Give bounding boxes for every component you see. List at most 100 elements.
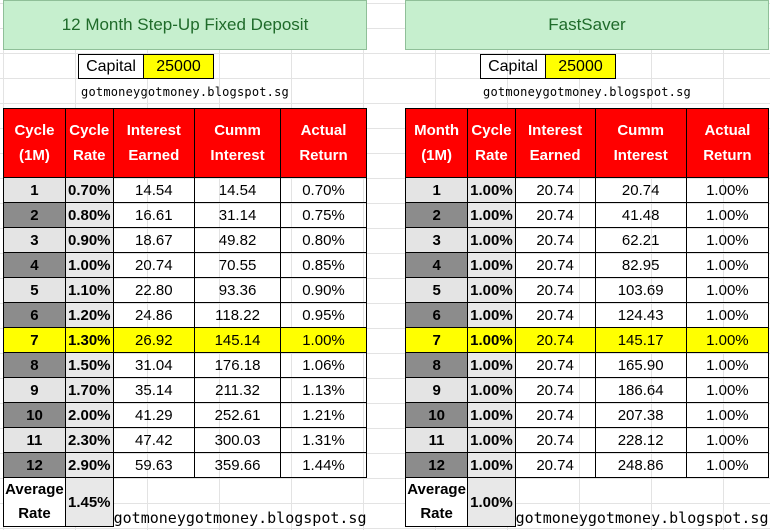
actual-return-cell[interactable]: 1.13% — [280, 377, 367, 403]
actual-return-cell[interactable]: 1.00% — [685, 402, 770, 428]
rate-cell[interactable]: 0.70% — [64, 177, 114, 203]
actual-return-cell[interactable]: 1.00% — [280, 327, 367, 353]
cycle-cell[interactable]: 8 — [404, 352, 469, 378]
cumm-interest-cell[interactable]: 41.48 — [594, 202, 687, 228]
actual-return-cell[interactable]: 1.06% — [280, 352, 367, 378]
rate-cell[interactable]: 1.00% — [467, 252, 516, 278]
interest-earned-cell[interactable]: 20.74 — [514, 452, 596, 478]
actual-return-cell[interactable]: 0.85% — [280, 252, 367, 278]
cycle-cell[interactable]: 10 — [404, 402, 469, 428]
rate-cell[interactable]: 1.00% — [467, 452, 516, 478]
cycle-cell[interactable]: 3 — [3, 227, 66, 253]
actual-return-cell[interactable]: 1.00% — [685, 427, 770, 453]
interest-earned-cell[interactable]: 20.74 — [514, 402, 596, 428]
rate-cell[interactable]: 1.00% — [467, 302, 516, 328]
interest-earned-cell[interactable]: 31.04 — [112, 352, 196, 378]
actual-return-cell[interactable]: 1.31% — [280, 427, 367, 453]
actual-return-cell[interactable]: 0.70% — [280, 177, 367, 203]
rate-cell[interactable]: 1.00% — [467, 402, 516, 428]
interest-earned-cell[interactable]: 20.74 — [514, 427, 596, 453]
rate-cell[interactable]: 1.00% — [467, 227, 516, 253]
actual-return-cell[interactable]: 1.00% — [685, 327, 770, 353]
interest-earned-cell[interactable]: 20.74 — [514, 302, 596, 328]
actual-return-cell[interactable]: 1.00% — [685, 302, 770, 328]
actual-return-cell[interactable]: 0.90% — [280, 277, 367, 303]
actual-return-cell[interactable]: 1.44% — [280, 452, 367, 478]
interest-earned-cell[interactable]: 20.74 — [514, 252, 596, 278]
interest-earned-cell[interactable]: 20.74 — [514, 202, 596, 228]
interest-earned-cell[interactable]: 16.61 — [112, 202, 196, 228]
cumm-interest-cell[interactable]: 14.54 — [194, 177, 281, 203]
cumm-interest-cell[interactable]: 300.03 — [194, 427, 281, 453]
cycle-cell[interactable]: 4 — [3, 252, 66, 278]
cycle-cell[interactable]: 3 — [404, 227, 469, 253]
rate-cell[interactable]: 1.00% — [467, 352, 516, 378]
cycle-cell[interactable]: 7 — [404, 327, 469, 353]
cycle-cell[interactable]: 9 — [404, 377, 469, 403]
cycle-cell[interactable]: 4 — [404, 252, 469, 278]
interest-earned-cell[interactable]: 24.86 — [112, 302, 196, 328]
cumm-interest-cell[interactable]: 359.66 — [194, 452, 281, 478]
rate-cell[interactable]: 1.70% — [64, 377, 114, 403]
cumm-interest-cell[interactable]: 145.14 — [194, 327, 281, 353]
cycle-cell[interactable]: 2 — [404, 202, 469, 228]
actual-return-cell[interactable]: 1.00% — [685, 252, 770, 278]
interest-earned-cell[interactable]: 20.74 — [514, 177, 596, 203]
cycle-cell[interactable]: 9 — [3, 377, 66, 403]
rate-cell[interactable]: 1.00% — [467, 202, 516, 228]
interest-earned-cell[interactable]: 20.74 — [514, 377, 596, 403]
cycle-cell[interactable]: 5 — [404, 277, 469, 303]
rate-cell[interactable]: 0.80% — [64, 202, 114, 228]
rate-cell[interactable]: 0.90% — [64, 227, 114, 253]
cumm-interest-cell[interactable]: 228.12 — [594, 427, 687, 453]
cumm-interest-cell[interactable]: 176.18 — [194, 352, 281, 378]
interest-earned-cell[interactable]: 20.74 — [112, 252, 196, 278]
interest-earned-cell[interactable]: 14.54 — [112, 177, 196, 203]
actual-return-cell[interactable]: 1.00% — [685, 452, 770, 478]
actual-return-cell[interactable]: 1.00% — [685, 277, 770, 303]
interest-earned-cell[interactable]: 35.14 — [112, 377, 196, 403]
cumm-interest-cell[interactable]: 31.14 — [194, 202, 281, 228]
capital-value-cell[interactable]: 25000 — [546, 54, 616, 79]
rate-cell[interactable]: 1.20% — [64, 302, 114, 328]
cumm-interest-cell[interactable]: 93.36 — [194, 277, 281, 303]
rate-cell[interactable]: 1.30% — [64, 327, 114, 353]
actual-return-cell[interactable]: 1.00% — [685, 177, 770, 203]
cycle-cell[interactable]: 11 — [404, 427, 469, 453]
rate-cell[interactable]: 2.00% — [64, 402, 114, 428]
cycle-cell[interactable]: 1 — [3, 177, 66, 203]
cycle-cell[interactable]: 2 — [3, 202, 66, 228]
cumm-interest-cell[interactable]: 118.22 — [194, 302, 281, 328]
rate-cell[interactable]: 2.90% — [64, 452, 114, 478]
cumm-interest-cell[interactable]: 252.61 — [194, 402, 281, 428]
rate-cell[interactable]: 1.00% — [467, 377, 516, 403]
actual-return-cell[interactable]: 0.95% — [280, 302, 367, 328]
cumm-interest-cell[interactable]: 186.64 — [594, 377, 687, 403]
cumm-interest-cell[interactable]: 20.74 — [594, 177, 687, 203]
rate-cell[interactable]: 1.00% — [467, 177, 516, 203]
interest-earned-cell[interactable]: 18.67 — [112, 227, 196, 253]
cumm-interest-cell[interactable]: 82.95 — [594, 252, 687, 278]
interest-earned-cell[interactable]: 20.74 — [514, 327, 596, 353]
interest-earned-cell[interactable]: 47.42 — [112, 427, 196, 453]
cumm-interest-cell[interactable]: 49.82 — [194, 227, 281, 253]
interest-earned-cell[interactable]: 22.80 — [112, 277, 196, 303]
cumm-interest-cell[interactable]: 211.32 — [194, 377, 281, 403]
rate-cell[interactable]: 2.30% — [64, 427, 114, 453]
rate-cell[interactable]: 1.00% — [467, 327, 516, 353]
cumm-interest-cell[interactable]: 124.43 — [594, 302, 687, 328]
cumm-interest-cell[interactable]: 70.55 — [194, 252, 281, 278]
cumm-interest-cell[interactable]: 103.69 — [594, 277, 687, 303]
actual-return-cell[interactable]: 1.21% — [280, 402, 367, 428]
cycle-cell[interactable]: 1 — [404, 177, 469, 203]
actual-return-cell[interactable]: 1.00% — [685, 227, 770, 253]
cycle-cell[interactable]: 7 — [3, 327, 66, 353]
cycle-cell[interactable]: 5 — [3, 277, 66, 303]
rate-cell[interactable]: 1.00% — [64, 252, 114, 278]
cycle-cell[interactable]: 12 — [3, 452, 66, 478]
actual-return-cell[interactable]: 1.00% — [685, 352, 770, 378]
actual-return-cell[interactable]: 1.00% — [685, 377, 770, 403]
cycle-cell[interactable]: 11 — [3, 427, 66, 453]
rate-cell[interactable]: 1.50% — [64, 352, 114, 378]
average-rate-value[interactable]: 1.00% — [467, 477, 516, 527]
